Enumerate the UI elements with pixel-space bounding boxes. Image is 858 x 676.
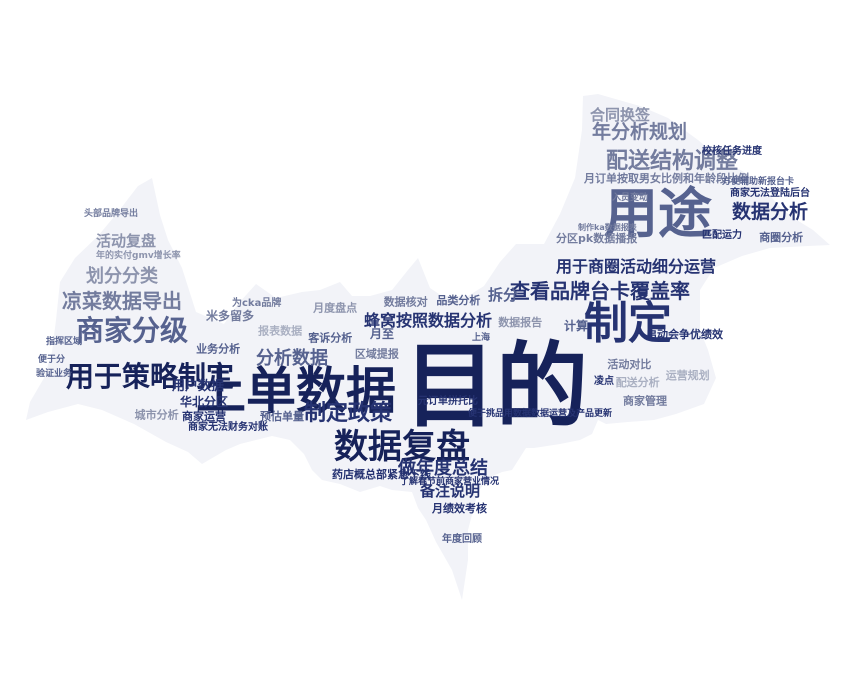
- cloud-word: 匹配运力: [702, 228, 742, 241]
- cloud-word: 年分析规划: [592, 120, 687, 143]
- cloud-word: 月度盘点: [312, 301, 357, 315]
- cloud-word: 指挥区域: [46, 335, 82, 347]
- cloud-word: 数据核对: [384, 294, 428, 308]
- cloud-word: 数据分析: [732, 200, 808, 223]
- cloud-word: 凉菜数据导出: [62, 289, 182, 313]
- cloud-word: 目的: [404, 333, 588, 440]
- cloud-word: 城市分析: [135, 407, 179, 421]
- cloud-word: 制定: [584, 298, 672, 349]
- cloud-word: 蜂窝按照数据分析: [364, 311, 492, 330]
- cloud-word: 月至: [369, 327, 394, 341]
- cloud-word: 元订单拼托比: [418, 394, 478, 407]
- cloud-word: 分析数据: [256, 347, 328, 369]
- cloud-word: 年度回顾: [442, 532, 482, 545]
- cloud-word: 用途: [604, 182, 712, 245]
- cloud-word: 年的实付gmv增长率: [96, 249, 181, 261]
- cloud-word: 药店概总部紧急下线: [332, 467, 431, 481]
- cloud-word: 预估单量: [260, 409, 304, 423]
- cloud-word: 了解春节前商家营业情况: [400, 475, 499, 487]
- cloud-word: 客诉分析: [307, 331, 352, 345]
- cloud-word: 区域提报: [355, 346, 400, 360]
- cloud-word: 分区pk数据播报: [556, 231, 638, 245]
- cloud-word: 月订单按取男女比例和年龄段比例: [583, 171, 749, 185]
- cloud-word: 配送结构调整: [606, 148, 738, 174]
- cloud-word: 商家无法财务对账: [188, 420, 268, 433]
- cloud-word: 制定政策: [304, 400, 393, 426]
- cloud-word: 凌点: [594, 374, 614, 387]
- cloud-word: 便于分: [38, 353, 65, 365]
- cloud-word: 用户数据: [171, 378, 224, 394]
- cloud-word: 划分分类: [86, 265, 159, 287]
- cloud-word: 为cka品牌: [232, 296, 281, 309]
- cloud-word: 合同换签: [589, 106, 651, 124]
- cloud-word: 米多留多: [206, 308, 254, 323]
- cloud-word: 数据复盘: [334, 427, 470, 467]
- cloud-word: 上海: [472, 331, 490, 343]
- cloud-word: 启动会争优绩效: [646, 327, 724, 341]
- bat-silhouette: [26, 94, 830, 600]
- cloud-word: 便于挑品用数据数据运营及产品更新: [468, 407, 612, 419]
- cloud-word: 运营规划: [666, 368, 710, 382]
- cloud-word: 华北分区: [180, 394, 228, 409]
- cloud-word: 入员变动: [611, 191, 648, 203]
- cloud-word: 备注说明: [419, 482, 480, 500]
- cloud-word: 上单数据: [196, 362, 396, 420]
- cloud-word: 数据报告: [498, 315, 542, 329]
- cloud-word: 制作ka数据报表: [578, 222, 638, 232]
- cloud-word: 配送分析: [616, 375, 660, 389]
- cloud-word: 商圈分析: [759, 230, 803, 244]
- cloud-word: 验证业务: [36, 367, 73, 379]
- cloud-word: 报表数据: [258, 324, 302, 338]
- cloud-word: 商家管理: [623, 394, 667, 408]
- cloud-word: 活动对比: [607, 357, 651, 371]
- cloud-word: 校核任务进度: [702, 144, 763, 157]
- cloud-word: 计算: [564, 318, 588, 333]
- cloud-word: 品类分析: [436, 293, 480, 307]
- cloud-word: 商家分级: [76, 314, 188, 347]
- cloud-word: 头部品牌导出: [84, 207, 138, 219]
- cloud-word: 查看品牌台卡覆盖率: [510, 279, 690, 303]
- cloud-word: 方便辅助新报台卡: [722, 175, 794, 187]
- cloud-word: 做年度总结: [397, 457, 488, 479]
- cloud-word: 月绩效考核: [431, 501, 487, 515]
- cloud-word: 商家无法登陆后台: [730, 186, 810, 199]
- cloud-word: 用于商圈活动细分运营: [556, 257, 716, 276]
- cloud-word: 活动复盘: [96, 232, 156, 250]
- cloud-word: 业务分析: [196, 342, 240, 356]
- cloud-word: 拆分: [488, 286, 518, 304]
- cloud-word: 商家运营: [182, 409, 226, 423]
- cloud-word: 用于策略制定: [66, 360, 234, 393]
